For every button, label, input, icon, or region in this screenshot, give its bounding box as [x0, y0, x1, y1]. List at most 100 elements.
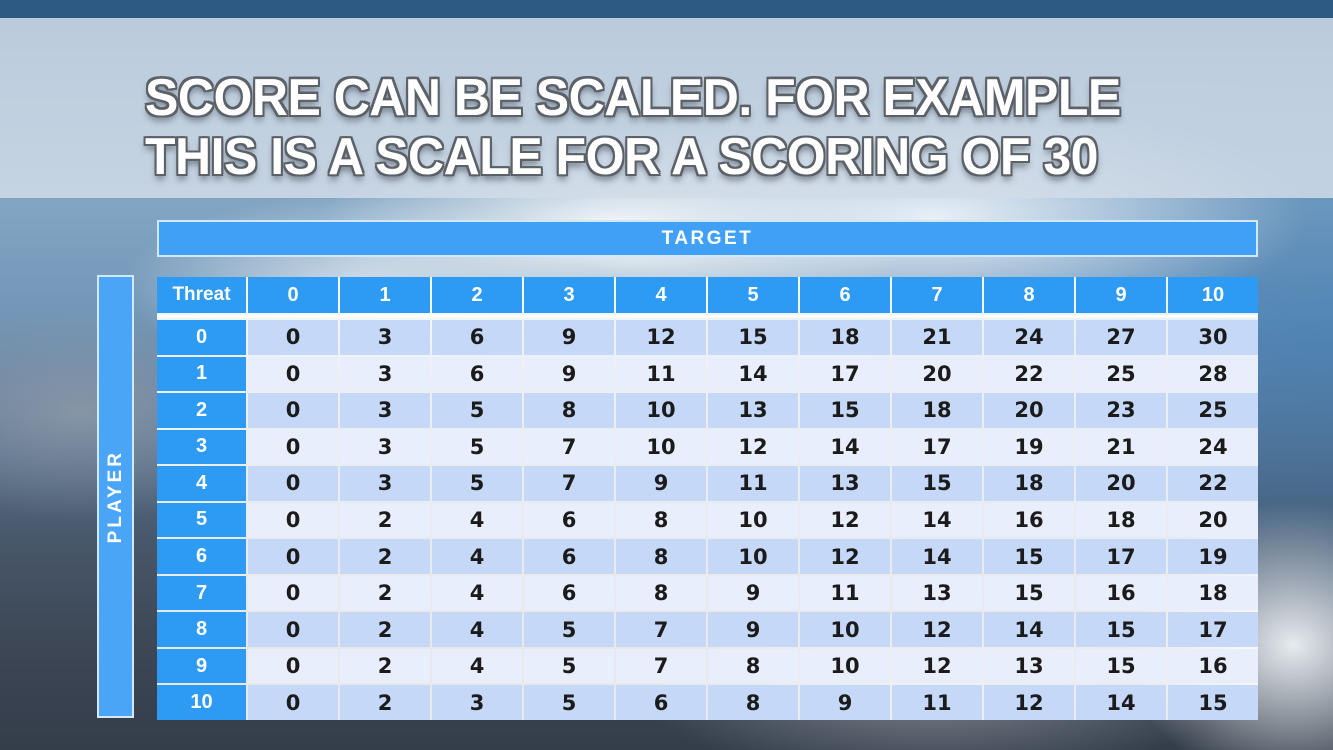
score-cell: 14 — [984, 612, 1074, 647]
column-header-cell: 0 — [248, 277, 338, 313]
score-cell: 18 — [800, 320, 890, 355]
column-header-cell: 1 — [340, 277, 430, 313]
score-cell: 0 — [248, 648, 338, 684]
score-table: Threat 0 1 2 3 4 5 6 7 8 9 10 0 0 3 6 9 12 15 18 21 24 27 30 1 0 3… — [157, 277, 1258, 720]
score-cell: 10 — [616, 393, 706, 428]
row-header-cell: 9 — [157, 648, 246, 684]
score-cell: 2 — [340, 575, 430, 611]
score-cell: 11 — [708, 466, 798, 501]
score-cell: 9 — [616, 466, 706, 501]
score-cell: 20 — [984, 393, 1074, 428]
score-cell: 18 — [1168, 575, 1258, 611]
score-cell: 24 — [984, 320, 1074, 355]
column-header-cell: 4 — [616, 277, 706, 313]
score-cell: 30 — [1168, 320, 1258, 355]
player-axis-banner: PLAYER — [97, 275, 134, 718]
score-cell: 27 — [1076, 320, 1166, 355]
score-cell: 8 — [708, 685, 798, 720]
score-cell: 11 — [800, 575, 890, 611]
score-cell: 15 — [1168, 685, 1258, 720]
score-cell: 15 — [984, 575, 1074, 611]
score-cell: 6 — [432, 320, 522, 355]
score-cell: 5 — [432, 466, 522, 501]
score-cell: 4 — [432, 612, 522, 647]
score-cell: 10 — [800, 648, 890, 684]
score-cell: 10 — [616, 429, 706, 465]
score-cell: 6 — [432, 356, 522, 392]
score-cell: 9 — [800, 685, 890, 720]
score-cell: 4 — [432, 648, 522, 684]
score-cell: 7 — [524, 429, 614, 465]
score-cell: 12 — [616, 320, 706, 355]
score-cell: 21 — [1076, 429, 1166, 465]
row-header-cell: 3 — [157, 429, 246, 465]
row-header-cell: 4 — [157, 466, 246, 501]
score-cell: 10 — [800, 612, 890, 647]
score-cell: 6 — [616, 685, 706, 720]
score-cell: 8 — [616, 539, 706, 574]
score-cell: 11 — [616, 356, 706, 392]
score-cell: 0 — [248, 429, 338, 465]
score-cell: 0 — [248, 502, 338, 538]
row-header-cell: 7 — [157, 575, 246, 611]
column-header-cell: 10 — [1168, 277, 1258, 313]
score-cell: 22 — [1168, 466, 1258, 501]
score-cell: 9 — [524, 356, 614, 392]
score-cell: 7 — [524, 466, 614, 501]
score-cell: 5 — [524, 612, 614, 647]
target-axis-label: TARGET — [661, 227, 754, 249]
score-cell: 12 — [984, 685, 1074, 720]
score-cell: 12 — [892, 648, 982, 684]
score-cell: 2 — [340, 612, 430, 647]
row-header-cell: 5 — [157, 502, 246, 538]
score-cell: 12 — [800, 539, 890, 574]
score-cell: 5 — [524, 685, 614, 720]
row-header-cell: 8 — [157, 612, 246, 647]
score-cell: 12 — [800, 502, 890, 538]
row-header-cell: 1 — [157, 356, 246, 392]
score-cell: 5 — [524, 648, 614, 684]
row-header-cell: 2 — [157, 393, 246, 428]
target-axis-banner: TARGET — [157, 220, 1258, 257]
score-cell: 2 — [340, 685, 430, 720]
score-cell: 24 — [1168, 429, 1258, 465]
score-cell: 28 — [1168, 356, 1258, 392]
score-cell: 6 — [524, 539, 614, 574]
score-cell: 3 — [432, 685, 522, 720]
score-cell: 7 — [616, 612, 706, 647]
score-cell: 3 — [340, 466, 430, 501]
player-axis-label: PLAYER — [104, 449, 126, 544]
score-cell: 9 — [708, 575, 798, 611]
score-cell: 23 — [1076, 393, 1166, 428]
score-cell: 3 — [340, 356, 430, 392]
score-cell: 12 — [708, 429, 798, 465]
score-cell: 4 — [432, 539, 522, 574]
score-cell: 14 — [1076, 685, 1166, 720]
score-cell: 0 — [248, 612, 338, 647]
column-header-cell: 9 — [1076, 277, 1166, 313]
score-cell: 21 — [892, 320, 982, 355]
score-cell: 9 — [708, 612, 798, 647]
score-cell: 8 — [708, 648, 798, 684]
header-divider — [157, 315, 1258, 318]
score-cell: 20 — [892, 356, 982, 392]
score-cell: 6 — [524, 502, 614, 538]
score-cell: 17 — [1076, 539, 1166, 574]
score-cell: 10 — [708, 502, 798, 538]
score-cell: 14 — [708, 356, 798, 392]
score-cell: 5 — [432, 393, 522, 428]
score-cell: 25 — [1168, 393, 1258, 428]
score-cell: 20 — [1076, 466, 1166, 501]
slide-title: SCORE CAN BE SCALED. FOR EXAMPLE THIS IS… — [145, 68, 1305, 187]
column-header-cell: 8 — [984, 277, 1074, 313]
score-cell: 13 — [892, 575, 982, 611]
score-cell: 15 — [708, 320, 798, 355]
slide-title-line1: SCORE CAN BE SCALED. FOR EXAMPLE — [145, 68, 1121, 127]
score-cell: 16 — [1168, 648, 1258, 684]
corner-header-cell: Threat — [157, 277, 246, 313]
score-cell: 8 — [524, 393, 614, 428]
score-cell: 8 — [616, 502, 706, 538]
score-cell: 15 — [1076, 612, 1166, 647]
top-navy-strip — [0, 0, 1333, 18]
